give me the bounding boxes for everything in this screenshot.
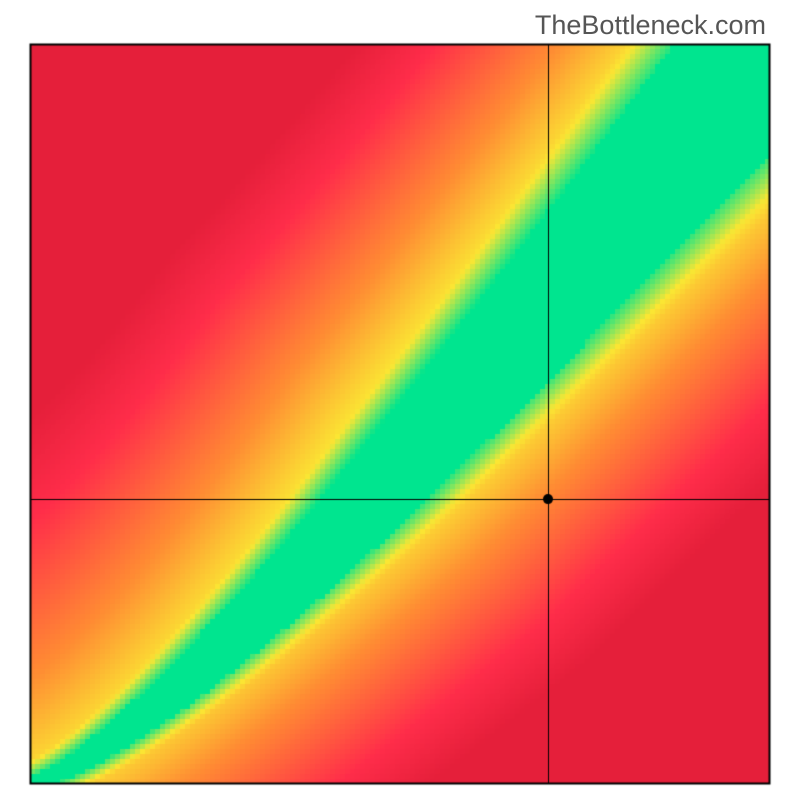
- chart-container: TheBottleneck.com: [0, 0, 800, 800]
- heatmap-canvas: [0, 0, 800, 800]
- watermark-text: TheBottleneck.com: [535, 10, 766, 41]
